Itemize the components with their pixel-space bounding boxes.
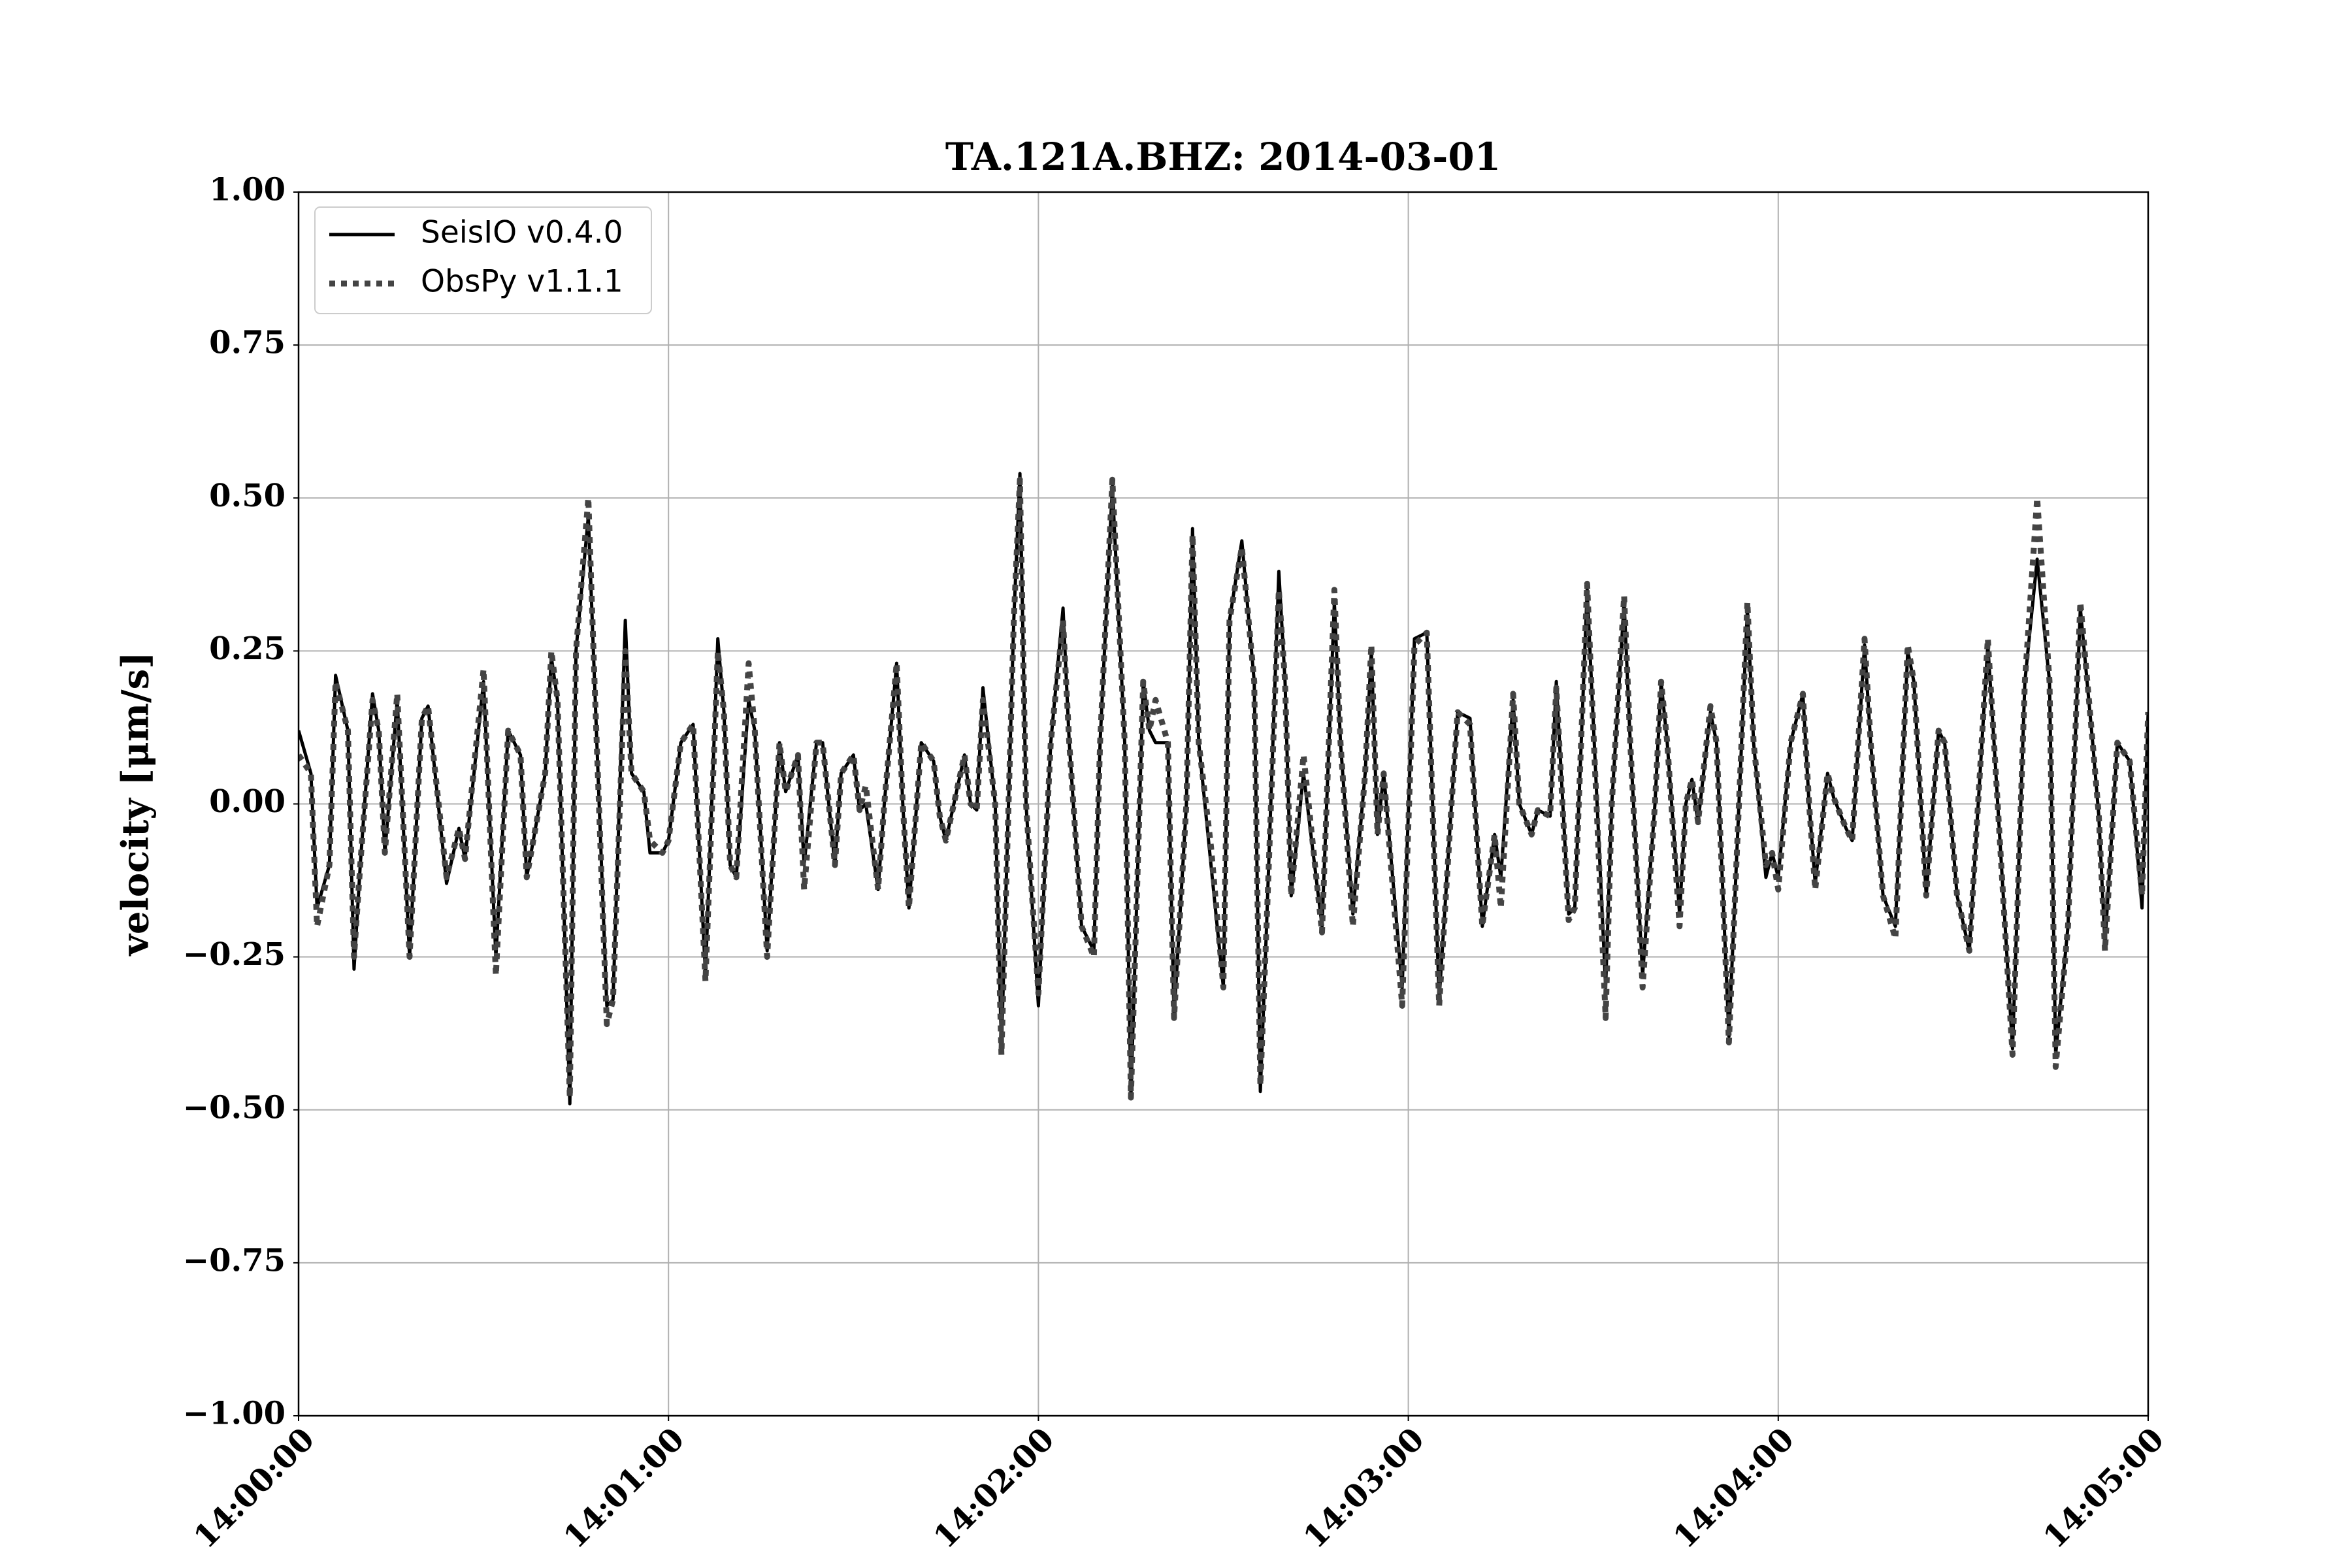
legend-label: SeisIO v0.4.0 xyxy=(421,215,623,251)
x-tick-label: 14:04:00 xyxy=(1667,1421,1801,1556)
x-tick-label: 14:03:00 xyxy=(1297,1421,1431,1556)
y-tick-label: −0.50 xyxy=(183,1089,286,1126)
y-tick-label: 0.00 xyxy=(209,783,286,820)
legend-box xyxy=(314,206,652,314)
x-tick-label: 14:01:00 xyxy=(557,1421,691,1556)
series-line xyxy=(299,476,2148,1101)
x-tick-label: 14:00:00 xyxy=(187,1421,321,1556)
y-tick-label: 1.00 xyxy=(209,172,286,208)
y-axis-label: velocity [μm/s] xyxy=(114,651,157,956)
plot-frame xyxy=(297,191,2149,1417)
x-tick-label: 14:05:00 xyxy=(2036,1421,2171,1556)
y-tick-label: 0.75 xyxy=(209,325,286,361)
chart-title: TA.121A.BHZ: 2014-03-01 xyxy=(945,135,1501,179)
x-tick-label: 14:02:00 xyxy=(926,1421,1061,1556)
y-tick-label: −0.75 xyxy=(183,1242,286,1279)
series-line xyxy=(299,472,2148,1105)
y-tick-label: −0.25 xyxy=(183,936,286,973)
y-tick-label: 0.50 xyxy=(209,478,286,514)
y-tick-label: 0.25 xyxy=(209,630,286,667)
legend-label: ObsPy v1.1.1 xyxy=(421,264,623,300)
y-tick-label: −1.00 xyxy=(183,1396,286,1432)
